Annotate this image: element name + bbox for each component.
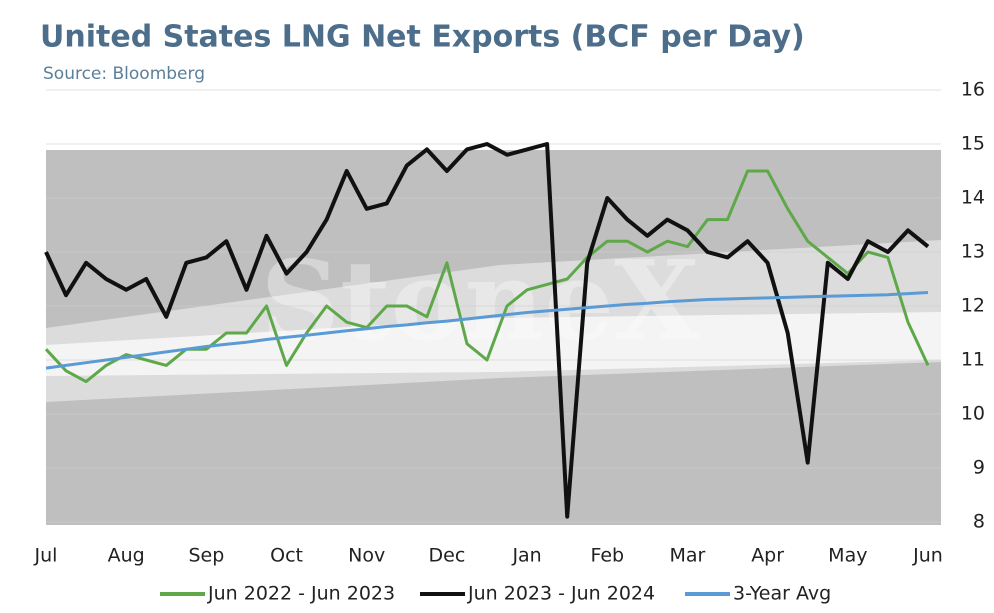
chart-title: United States LNG Net Exports (BCF per D… <box>40 20 805 55</box>
x-tick-label: Mar <box>670 545 706 567</box>
watermark: StoneX <box>261 236 701 365</box>
legend-label: 3-Year Avg <box>733 583 831 605</box>
x-tick-label: Jul <box>34 545 58 567</box>
x-tick-label: Jun <box>912 545 943 567</box>
x-tick-label: Dec <box>429 545 466 567</box>
y-tick-label: 12 <box>961 295 985 317</box>
y-tick-label: 11 <box>961 349 985 371</box>
y-tick-label: 13 <box>961 241 985 263</box>
x-tick-label: Nov <box>348 545 385 567</box>
x-tick-label: Jan <box>511 545 541 567</box>
series-line <box>44 142 930 519</box>
series-line <box>45 291 929 370</box>
legend-label: Jun 2022 - Jun 2023 <box>207 583 395 605</box>
y-tick-label: 9 <box>973 457 985 479</box>
y-tick-label: 15 <box>961 133 985 155</box>
x-tick-label: May <box>828 545 867 567</box>
x-tick-label: Apr <box>751 545 784 567</box>
x-tick-label: Sep <box>188 545 224 567</box>
x-tick-label: Aug <box>108 545 145 567</box>
y-tick-label: 16 <box>961 79 985 101</box>
y-tick-label: 8 <box>973 511 985 533</box>
chart-subtitle: Source: Bloomberg <box>43 64 205 84</box>
x-tick-label: Oct <box>270 545 303 567</box>
y-tick-label: 10 <box>961 403 985 425</box>
x-tick-label: Feb <box>590 545 624 567</box>
legend-label: Jun 2023 - Jun 2024 <box>467 583 655 605</box>
y-tick-label: 14 <box>961 187 985 209</box>
